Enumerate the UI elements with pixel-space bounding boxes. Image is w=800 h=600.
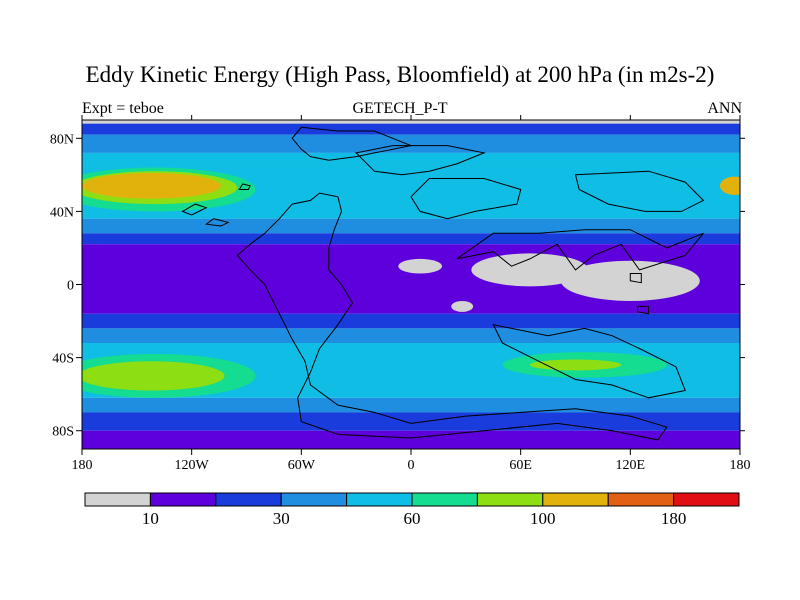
y-tick-label-2: 0 [67, 279, 74, 294]
field-band-5 [82, 218, 740, 234]
x-tick-label-5: 120E [616, 458, 646, 473]
field-band-12 [82, 412, 740, 431]
y-tick-label-4: 80S [52, 425, 74, 440]
field-band-3 [82, 152, 740, 168]
coastline-9 [238, 183, 251, 190]
colorbar-swatch-1 [149, 492, 217, 507]
colorbar-swatch-2 [215, 492, 282, 507]
field-band-11 [82, 397, 740, 413]
colorbar-label-3: 100 [530, 509, 556, 528]
y-tick-label-1: 40N [50, 205, 74, 220]
field-band-6 [82, 233, 740, 245]
period-label: ANN [707, 100, 742, 117]
x-tick-label-6: 180 [730, 458, 751, 473]
coastline-1 [236, 192, 668, 441]
coastline-10 [637, 305, 650, 315]
field-band-13 [82, 430, 740, 449]
coastline-layer [181, 126, 705, 441]
x-tick-label-0: 180 [72, 458, 93, 473]
colorbar-swatch-6 [476, 492, 544, 507]
coastline-2 [355, 145, 486, 176]
field-band-1 [82, 123, 740, 135]
field-band-2 [82, 134, 740, 153]
field-band-0 [82, 120, 740, 124]
x-tick-label-3: 0 [408, 458, 415, 473]
colorbar-label-0: 10 [142, 509, 159, 528]
south-pacific-jet-core [82, 361, 225, 391]
coastline-4 [456, 229, 704, 271]
colorbar-swatch-8 [607, 492, 675, 507]
field-band-9 [82, 328, 740, 343]
coastline-6 [492, 324, 686, 399]
y-tick-label-3: 40S [52, 352, 74, 367]
tropics-low-indian [451, 300, 474, 312]
tropics-low-atlantic [398, 258, 443, 274]
north-pacific-jet-core [82, 173, 221, 199]
colorbar: 10 30 60 100 180 [84, 492, 740, 528]
colorbar-swatch-7 [542, 492, 609, 507]
colorbar-swatch-3 [280, 492, 348, 507]
coastline-8 [205, 218, 230, 227]
colorbar-swatch-0 [84, 492, 151, 507]
colorbar-label-1: 30 [273, 509, 290, 528]
colorbar-swatch-4 [346, 492, 413, 507]
model-label: GETECH_P-T [352, 100, 448, 117]
north-atlantic-jet-core [719, 176, 740, 195]
colorbar-label-4: 180 [661, 509, 687, 528]
coastline-7 [181, 203, 208, 216]
x-tick-label-1: 120W [175, 458, 210, 473]
experiment-label: Expt = teboe [82, 100, 164, 117]
coastline-11 [629, 273, 642, 284]
axis-ticks: 180 120W 60W 0 60E 120E 180 80N 40N 0 40S 80S [50, 115, 751, 473]
field-layer [82, 120, 740, 449]
y-tick-label-0: 80N [50, 132, 74, 147]
chart-title: Eddy Kinetic Energy (High Pass, Bloomfie… [85, 62, 715, 87]
colorbar-label-2: 60 [404, 509, 421, 528]
coastline-5 [574, 170, 705, 212]
tropics-low-africa [471, 253, 589, 287]
field-band-8 [82, 313, 740, 329]
south-indian-jet-core [529, 359, 622, 371]
colorbar-swatch-9 [673, 492, 740, 507]
x-tick-label-4: 60E [509, 458, 532, 473]
coastline-3 [410, 178, 522, 220]
x-tick-label-2: 60W [288, 458, 316, 473]
colorbar-swatch-5 [411, 492, 478, 507]
coastline-0 [291, 126, 413, 161]
